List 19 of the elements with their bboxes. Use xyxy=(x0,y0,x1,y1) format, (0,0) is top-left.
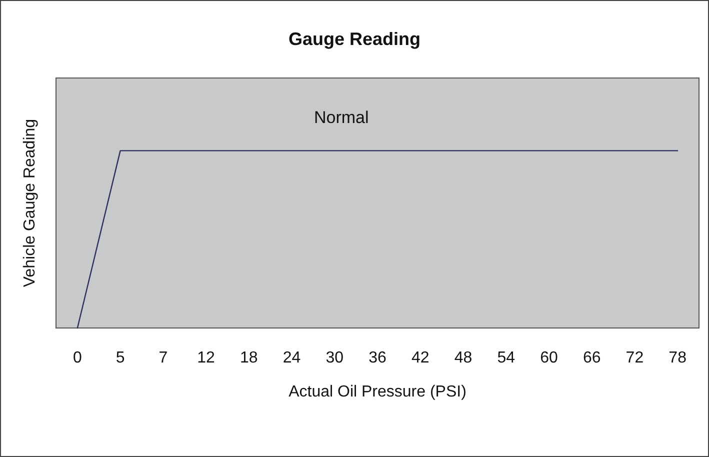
text: Normal xyxy=(314,108,369,127)
x-tick-label: 24 xyxy=(282,350,301,366)
x-tick-label: 30 xyxy=(326,350,344,366)
x-tick-label: 48 xyxy=(454,350,472,366)
x-tick-label: 72 xyxy=(626,350,644,366)
chart-title: Gauge Reading xyxy=(288,29,421,49)
x-tick-label: 18 xyxy=(240,350,258,366)
x-tick-label: 60 xyxy=(540,350,558,366)
x-tick-label: 0 xyxy=(72,350,82,366)
x-tick-label: 36 xyxy=(368,350,386,366)
y-axis-title: Vehicle Gauge Reading xyxy=(22,118,38,288)
x-tick-label: 7 xyxy=(158,350,168,366)
x-tick-label: 12 xyxy=(197,350,216,366)
x-tick-label: 78 xyxy=(668,350,687,366)
x-tick-label: 5 xyxy=(116,350,125,366)
x-tick-label: 66 xyxy=(582,350,601,366)
x-tick-label: 42 xyxy=(411,350,430,366)
x-tick-label: 54 xyxy=(497,350,516,366)
x-axis-title: Actual Oil Pressure (PSI) xyxy=(288,384,466,400)
